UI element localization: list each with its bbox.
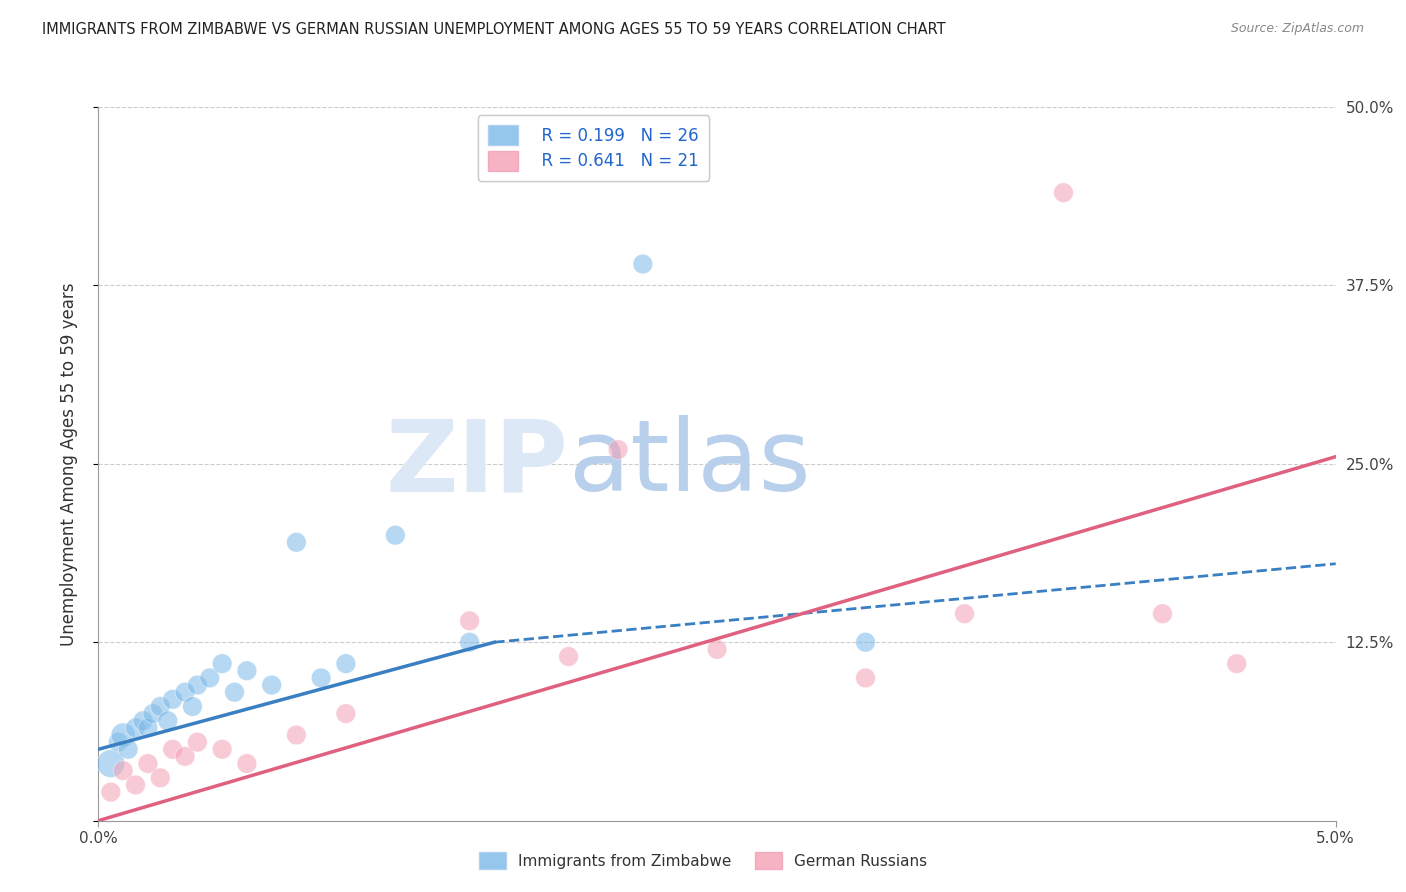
Point — [112, 764, 135, 778]
Point — [855, 635, 877, 649]
Point — [855, 671, 877, 685]
Point — [260, 678, 283, 692]
Point — [1052, 186, 1074, 200]
Point — [211, 657, 233, 671]
Point — [236, 664, 259, 678]
Point — [186, 735, 208, 749]
Point — [132, 714, 155, 728]
Legend: Immigrants from Zimbabwe, German Russians: Immigrants from Zimbabwe, German Russian… — [472, 846, 934, 875]
Point — [107, 735, 129, 749]
Point — [224, 685, 246, 699]
Point — [285, 535, 308, 549]
Point — [112, 728, 135, 742]
Point — [162, 692, 184, 706]
Text: Source: ZipAtlas.com: Source: ZipAtlas.com — [1230, 22, 1364, 36]
Point — [149, 699, 172, 714]
Point — [181, 699, 204, 714]
Point — [285, 728, 308, 742]
Point — [953, 607, 976, 621]
Point — [309, 671, 332, 685]
Point — [124, 778, 146, 792]
Point — [136, 756, 159, 771]
Point — [100, 756, 122, 771]
Point — [458, 635, 481, 649]
Point — [557, 649, 579, 664]
Point — [162, 742, 184, 756]
Point — [198, 671, 221, 685]
Point — [335, 657, 357, 671]
Point — [458, 614, 481, 628]
Point — [335, 706, 357, 721]
Point — [186, 678, 208, 692]
Text: IMMIGRANTS FROM ZIMBABWE VS GERMAN RUSSIAN UNEMPLOYMENT AMONG AGES 55 TO 59 YEAR: IMMIGRANTS FROM ZIMBABWE VS GERMAN RUSSI… — [42, 22, 946, 37]
Text: atlas: atlas — [568, 416, 810, 512]
Point — [142, 706, 165, 721]
Point — [1152, 607, 1174, 621]
Point — [136, 721, 159, 735]
Point — [236, 756, 259, 771]
Point — [174, 749, 197, 764]
Point — [156, 714, 179, 728]
Text: ZIP: ZIP — [385, 416, 568, 512]
Point — [1226, 657, 1249, 671]
Legend:   R = 0.199   N = 26,   R = 0.641   N = 21: R = 0.199 N = 26, R = 0.641 N = 21 — [478, 115, 709, 180]
Point — [384, 528, 406, 542]
Point — [211, 742, 233, 756]
Point — [100, 785, 122, 799]
Point — [631, 257, 654, 271]
Point — [174, 685, 197, 699]
Point — [124, 721, 146, 735]
Point — [149, 771, 172, 785]
Point — [117, 742, 139, 756]
Point — [706, 642, 728, 657]
Point — [607, 442, 630, 457]
Y-axis label: Unemployment Among Ages 55 to 59 years: Unemployment Among Ages 55 to 59 years — [59, 282, 77, 646]
